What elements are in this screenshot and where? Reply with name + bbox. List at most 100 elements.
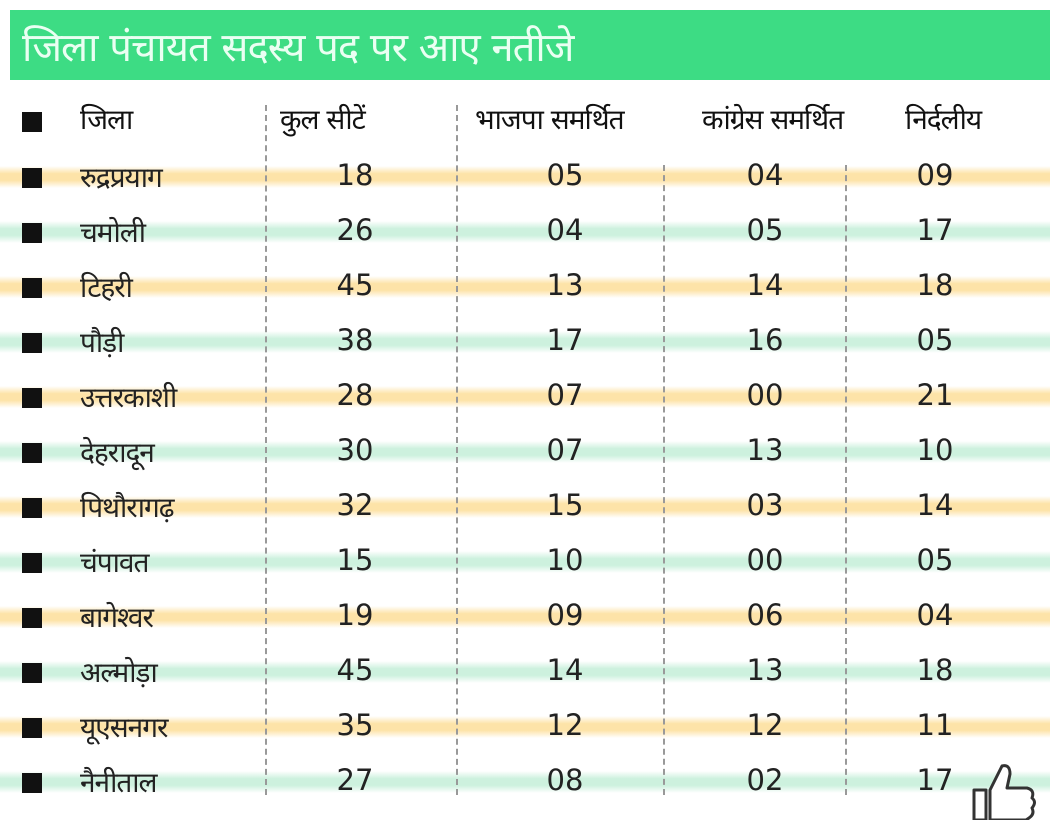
congress-supported: 02 [746, 763, 784, 797]
bjp-supported: 14 [546, 653, 584, 687]
bullet-square-icon [22, 278, 42, 298]
independent: 17 [916, 213, 954, 247]
bjp-supported: 04 [546, 213, 584, 247]
independent: 04 [916, 598, 954, 632]
table-row: रुद्रप्रयाग 18 05 04 09 [0, 150, 1050, 205]
total-seats: 28 [336, 378, 374, 412]
district-name: पौड़ी [80, 326, 124, 359]
independent: 10 [916, 433, 954, 467]
page-title: जिला पंचायत सदस्य पद पर आए नतीजे [22, 25, 574, 71]
column-divider [663, 165, 665, 795]
bjp-supported: 05 [546, 158, 584, 192]
bjp-supported: 17 [546, 323, 584, 357]
bullet-square-icon [22, 333, 42, 353]
table-row: बागेश्वर 19 09 06 04 [0, 590, 1050, 645]
independent: 14 [916, 488, 954, 522]
congress-supported: 16 [746, 323, 784, 357]
independent: 05 [916, 323, 954, 357]
table-row: चमोली 26 04 05 17 [0, 205, 1050, 260]
table-row: उत्तरकाशी 28 07 00 21 [0, 370, 1050, 425]
header-total-seats: कुल सीटें [280, 103, 366, 136]
independent: 18 [916, 653, 954, 687]
total-seats: 27 [336, 763, 374, 797]
row-stripe [0, 441, 1050, 463]
district-name: उत्तरकाशी [80, 381, 177, 414]
bjp-supported: 07 [546, 433, 584, 467]
district-name: टिहरी [80, 271, 133, 304]
table-row: चंपावत 15 10 00 05 [0, 535, 1050, 590]
independent: 17 [916, 763, 954, 797]
congress-supported: 14 [746, 268, 784, 302]
total-seats: 19 [336, 598, 374, 632]
congress-supported: 04 [746, 158, 784, 192]
bullet-square-icon [22, 443, 42, 463]
title-banner: जिला पंचायत सदस्य पद पर आए नतीजे [10, 10, 1050, 80]
bullet-square-icon [22, 498, 42, 518]
column-divider [456, 105, 458, 795]
bjp-supported: 10 [546, 543, 584, 577]
row-stripe [0, 716, 1050, 738]
independent: 11 [916, 708, 954, 742]
congress-supported: 13 [746, 653, 784, 687]
table-row: नैनीताल 27 08 02 17 [0, 755, 1050, 810]
bullet-square-icon [22, 168, 42, 188]
congress-supported: 00 [746, 378, 784, 412]
total-seats: 35 [336, 708, 374, 742]
column-divider [265, 105, 267, 795]
district-name: देहरादून [80, 436, 155, 469]
header-congress: कांग्रेस समर्थित [702, 103, 844, 136]
table-row: टिहरी 45 13 14 18 [0, 260, 1050, 315]
bjp-supported: 09 [546, 598, 584, 632]
bjp-supported: 12 [546, 708, 584, 742]
total-seats: 38 [336, 323, 374, 357]
congress-supported: 03 [746, 488, 784, 522]
total-seats: 45 [336, 653, 374, 687]
header-independent: निर्दलीय [905, 103, 982, 136]
bjp-supported: 15 [546, 488, 584, 522]
bjp-supported: 13 [546, 268, 584, 302]
column-divider [845, 165, 847, 795]
total-seats: 32 [336, 488, 374, 522]
row-stripe [0, 661, 1050, 683]
header-district: जिला [80, 103, 133, 136]
table-row: पिथौरागढ़ 32 15 03 14 [0, 480, 1050, 535]
congress-supported: 06 [746, 598, 784, 632]
district-name: पिथौरागढ़ [80, 491, 175, 524]
header-bjp: भाजपा समर्थित [475, 103, 625, 136]
district-name: यूएसनगर [80, 711, 168, 744]
bullet-square-icon [22, 388, 42, 408]
bullet-square-icon [22, 553, 42, 573]
district-name: अल्मोड़ा [80, 656, 158, 689]
total-seats: 30 [336, 433, 374, 467]
bullet-square-icon [22, 112, 42, 132]
row-stripe [0, 221, 1050, 243]
congress-supported: 13 [746, 433, 784, 467]
district-name: बागेश्वर [80, 601, 154, 634]
district-name: चमोली [80, 216, 146, 249]
bullet-square-icon [22, 663, 42, 683]
district-name: रुद्रप्रयाग [80, 161, 163, 194]
independent: 09 [916, 158, 954, 192]
total-seats: 26 [336, 213, 374, 247]
row-stripe [0, 606, 1050, 628]
bullet-square-icon [22, 718, 42, 738]
bullet-square-icon [22, 223, 42, 243]
row-stripe [0, 331, 1050, 353]
bullet-square-icon [22, 608, 42, 628]
independent: 18 [916, 268, 954, 302]
table-row: पौड़ी 38 17 16 05 [0, 315, 1050, 370]
total-seats: 18 [336, 158, 374, 192]
row-stripe [0, 166, 1050, 188]
congress-supported: 12 [746, 708, 784, 742]
bjp-supported: 08 [546, 763, 584, 797]
bullet-square-icon [22, 773, 42, 793]
congress-supported: 00 [746, 543, 784, 577]
total-seats: 15 [336, 543, 374, 577]
thumbs-up-icon [972, 764, 1036, 820]
district-name: नैनीताल [80, 766, 158, 799]
bjp-supported: 07 [546, 378, 584, 412]
total-seats: 45 [336, 268, 374, 302]
row-stripe [0, 276, 1050, 298]
row-stripe [0, 551, 1050, 573]
district-name: चंपावत [80, 546, 149, 579]
